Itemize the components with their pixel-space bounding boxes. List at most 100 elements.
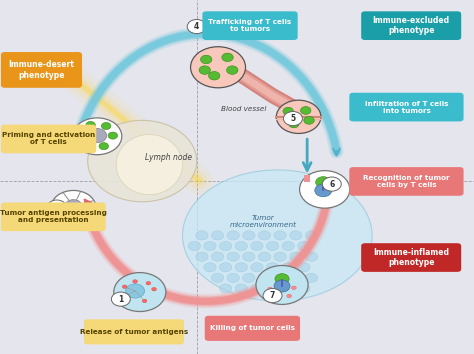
Circle shape [126, 284, 145, 298]
Circle shape [301, 107, 311, 114]
Circle shape [274, 231, 286, 240]
Circle shape [251, 241, 263, 251]
FancyBboxPatch shape [349, 93, 464, 121]
Text: 5: 5 [291, 114, 295, 123]
Text: Trafficking of T cells
to tumors: Trafficking of T cells to tumors [209, 19, 292, 32]
Circle shape [243, 231, 255, 240]
Circle shape [209, 72, 220, 80]
FancyBboxPatch shape [1, 52, 82, 88]
Circle shape [290, 273, 302, 282]
Circle shape [235, 284, 247, 293]
Text: Tumor
microenvironment: Tumor microenvironment [229, 215, 297, 228]
Circle shape [243, 273, 255, 282]
Circle shape [73, 118, 122, 155]
Circle shape [298, 241, 310, 251]
Circle shape [201, 55, 212, 64]
Circle shape [274, 280, 290, 292]
Text: Release of tumor antigens: Release of tumor antigens [80, 329, 188, 335]
Circle shape [305, 273, 318, 282]
Circle shape [274, 273, 286, 282]
Ellipse shape [182, 170, 372, 301]
Circle shape [243, 252, 255, 261]
Circle shape [199, 66, 210, 74]
Circle shape [146, 281, 151, 285]
Circle shape [290, 252, 302, 261]
Circle shape [196, 252, 208, 261]
Circle shape [258, 231, 271, 240]
Circle shape [51, 190, 96, 224]
Circle shape [187, 19, 206, 34]
Text: 2: 2 [54, 202, 60, 212]
Circle shape [289, 120, 299, 128]
Circle shape [69, 131, 88, 145]
Circle shape [47, 200, 66, 214]
Circle shape [111, 292, 130, 306]
Circle shape [263, 289, 282, 303]
Circle shape [101, 122, 111, 130]
Text: Immune-inflamed
phenotype: Immune-inflamed phenotype [373, 248, 449, 267]
Circle shape [88, 120, 197, 202]
Circle shape [305, 252, 318, 261]
Text: 4: 4 [194, 22, 200, 31]
Circle shape [322, 177, 341, 191]
Circle shape [305, 231, 318, 240]
Text: Immune-desert
phenotype: Immune-desert phenotype [9, 60, 74, 80]
Circle shape [65, 200, 82, 212]
Circle shape [204, 263, 216, 272]
Circle shape [83, 142, 93, 149]
Circle shape [304, 116, 314, 124]
Text: Recognition of tumor
cells by T cells: Recognition of tumor cells by T cells [363, 175, 450, 188]
Circle shape [77, 131, 86, 138]
Circle shape [266, 241, 279, 251]
Ellipse shape [116, 135, 182, 195]
Circle shape [258, 273, 271, 282]
FancyBboxPatch shape [1, 202, 106, 231]
Circle shape [235, 241, 247, 251]
Circle shape [227, 273, 239, 282]
Circle shape [142, 299, 147, 303]
Circle shape [133, 280, 137, 283]
Text: Infiltration of T cells
into tumors: Infiltration of T cells into tumors [365, 101, 448, 114]
Text: 6: 6 [329, 179, 335, 189]
Circle shape [227, 66, 238, 74]
Circle shape [196, 231, 208, 240]
Circle shape [315, 184, 332, 197]
Circle shape [275, 274, 289, 284]
FancyBboxPatch shape [1, 125, 96, 153]
Text: 1: 1 [118, 295, 124, 304]
FancyBboxPatch shape [361, 11, 461, 40]
Circle shape [251, 284, 263, 293]
Text: Immune-excluded
phenotype: Immune-excluded phenotype [373, 16, 450, 35]
Circle shape [227, 252, 239, 261]
Circle shape [290, 231, 302, 240]
Circle shape [276, 100, 321, 133]
Circle shape [188, 241, 201, 251]
Circle shape [211, 231, 224, 240]
Circle shape [114, 273, 166, 312]
Circle shape [86, 121, 95, 129]
Circle shape [219, 241, 232, 251]
Circle shape [211, 273, 224, 282]
Circle shape [219, 284, 232, 293]
Circle shape [99, 143, 109, 150]
Circle shape [298, 263, 310, 272]
Circle shape [300, 171, 350, 208]
Circle shape [222, 53, 233, 62]
Circle shape [282, 263, 294, 272]
Circle shape [298, 284, 310, 293]
Circle shape [258, 252, 271, 261]
Circle shape [108, 132, 118, 139]
Circle shape [282, 241, 294, 251]
Text: Lymph node: Lymph node [145, 153, 192, 162]
Circle shape [292, 286, 296, 290]
Circle shape [122, 285, 127, 289]
Text: Priming and activation
of T cells: Priming and activation of T cells [2, 132, 95, 145]
FancyBboxPatch shape [205, 316, 300, 341]
FancyBboxPatch shape [84, 319, 184, 344]
Circle shape [283, 112, 302, 126]
Text: Blood vessel: Blood vessel [221, 106, 267, 112]
Circle shape [235, 263, 247, 272]
Circle shape [204, 241, 216, 251]
Circle shape [124, 294, 129, 297]
Circle shape [283, 107, 293, 115]
